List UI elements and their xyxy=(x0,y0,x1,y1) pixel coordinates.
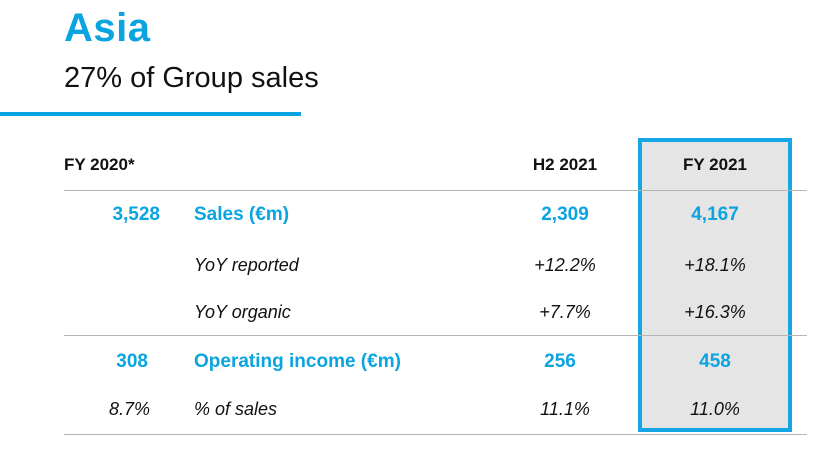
header-h2-2021: H2 2021 xyxy=(532,155,598,174)
opinc-fy2020: 308 xyxy=(116,351,148,372)
yoy-reported-h2-2021: +12.2% xyxy=(534,255,596,275)
pct-sales-fy2021: 11.0% xyxy=(690,399,740,419)
header-fy2020: FY 2020* xyxy=(64,155,135,174)
pct-sales-fy2020: 8.7% xyxy=(108,399,150,419)
page-subtitle: 27% of Group sales xyxy=(64,62,319,94)
sales-h2-2021: 2,309 xyxy=(541,204,589,225)
opinc-fy2021: 458 xyxy=(699,351,731,372)
pct-sales-label: % of sales xyxy=(194,399,278,419)
header-fy2021: FY 2021 xyxy=(683,155,747,174)
sales-fy2020: 3,528 xyxy=(112,204,160,225)
sales-label: Sales (€m) xyxy=(194,204,290,225)
fy2021-highlight-box xyxy=(638,138,792,432)
yoy-organic-h2-2021: +7.7% xyxy=(539,302,591,322)
opinc-h2-2021: 256 xyxy=(544,351,576,372)
yoy-reported-fy2021: +18.1% xyxy=(684,255,746,275)
divider-operating xyxy=(64,335,807,336)
yoy-organic-fy2021: +16.3% xyxy=(684,302,746,322)
title-underline xyxy=(0,112,301,116)
opinc-label: Operating income (€m) xyxy=(194,351,401,372)
divider-bottom xyxy=(64,434,807,435)
sales-fy2021: 4,167 xyxy=(691,204,739,225)
divider-header xyxy=(64,190,807,191)
yoy-reported-label: YoY reported xyxy=(194,255,299,275)
yoy-organic-label: YoY organic xyxy=(194,302,291,322)
page-title: Asia xyxy=(64,6,151,50)
pct-sales-h2-2021: 11.1% xyxy=(540,399,590,419)
